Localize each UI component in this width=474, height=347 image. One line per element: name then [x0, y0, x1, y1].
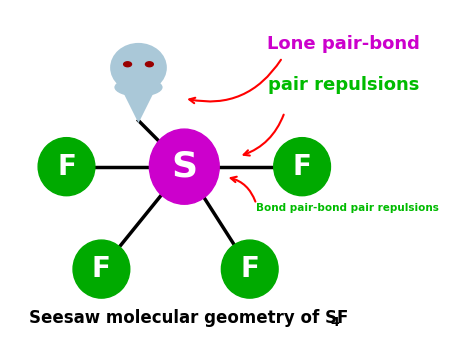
Polygon shape [121, 89, 155, 123]
Text: Lone pair-bond: Lone pair-bond [267, 35, 420, 53]
Text: 4: 4 [330, 316, 339, 329]
Text: pair repulsions: pair repulsions [268, 76, 419, 94]
Ellipse shape [38, 138, 95, 196]
Ellipse shape [114, 78, 163, 97]
Text: Bond pair-bond pair repulsions: Bond pair-bond pair repulsions [256, 203, 439, 213]
Ellipse shape [124, 62, 131, 67]
Ellipse shape [274, 138, 330, 196]
Text: F: F [292, 153, 311, 181]
Ellipse shape [146, 62, 153, 67]
Ellipse shape [221, 240, 278, 298]
Ellipse shape [149, 129, 219, 204]
Text: Seesaw molecular geometry of SF: Seesaw molecular geometry of SF [29, 309, 348, 327]
Ellipse shape [110, 43, 167, 92]
Text: S: S [171, 150, 197, 184]
Ellipse shape [73, 240, 130, 298]
Text: F: F [57, 153, 76, 181]
Text: F: F [240, 255, 259, 283]
Text: F: F [92, 255, 111, 283]
